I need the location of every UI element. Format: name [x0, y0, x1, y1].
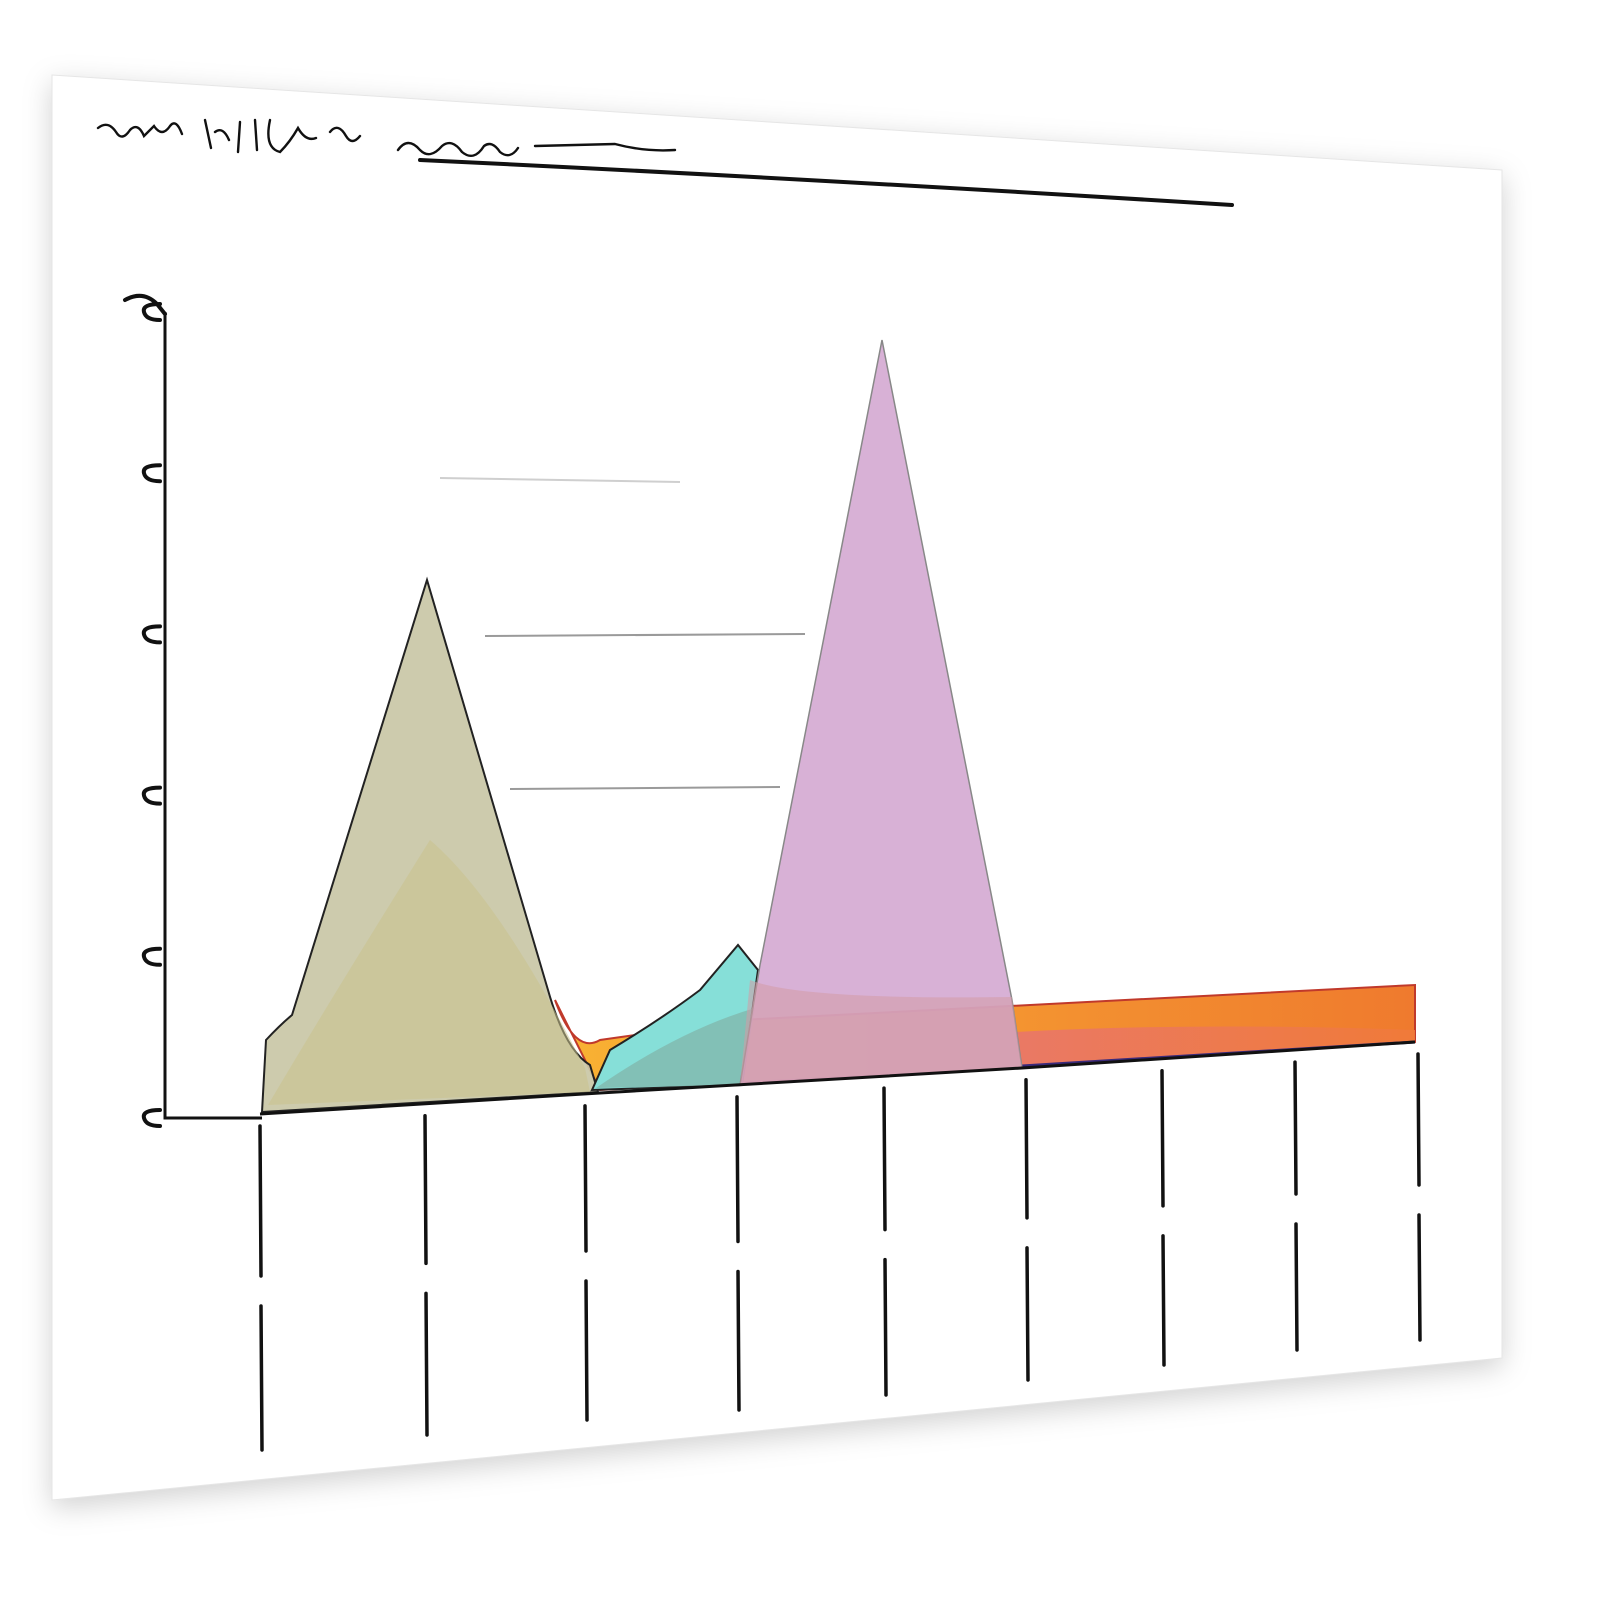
- x-axis-line: [259, 1040, 1416, 1116]
- x-tick: [1293, 1060, 1299, 1352]
- y-tick: [141, 946, 162, 967]
- faint-gridlines: [439, 477, 806, 790]
- y-tick: [141, 624, 162, 645]
- x-tick: [583, 1104, 589, 1422]
- x-ticks: [258, 1052, 1422, 1452]
- x-tick: [882, 1086, 888, 1397]
- y-tick: [141, 1108, 162, 1128]
- title-scribble: [96, 118, 1234, 207]
- y-axis-line: [163, 312, 262, 1120]
- faint-gridline: [484, 633, 806, 637]
- x-tick: [1160, 1069, 1166, 1367]
- x-tick: [423, 1114, 429, 1437]
- title-underline: [418, 158, 1234, 207]
- series-area-lilac-base: [740, 980, 1022, 1085]
- x-tick: [1416, 1052, 1422, 1342]
- faint-gridline: [439, 477, 681, 483]
- series-area-orange-lower: [1015, 1026, 1415, 1068]
- series-area-khaki-inner: [268, 840, 590, 1105]
- y-ticks: [141, 302, 162, 1128]
- faint-gridline: [509, 786, 781, 790]
- x-tick: [735, 1095, 741, 1412]
- y-tick: [141, 302, 162, 322]
- x-tick: [258, 1124, 264, 1452]
- y-tick: [141, 463, 162, 484]
- y-tick: [141, 785, 162, 806]
- x-tick: [1024, 1077, 1030, 1382]
- series-area-teal-shade: [596, 1008, 755, 1088]
